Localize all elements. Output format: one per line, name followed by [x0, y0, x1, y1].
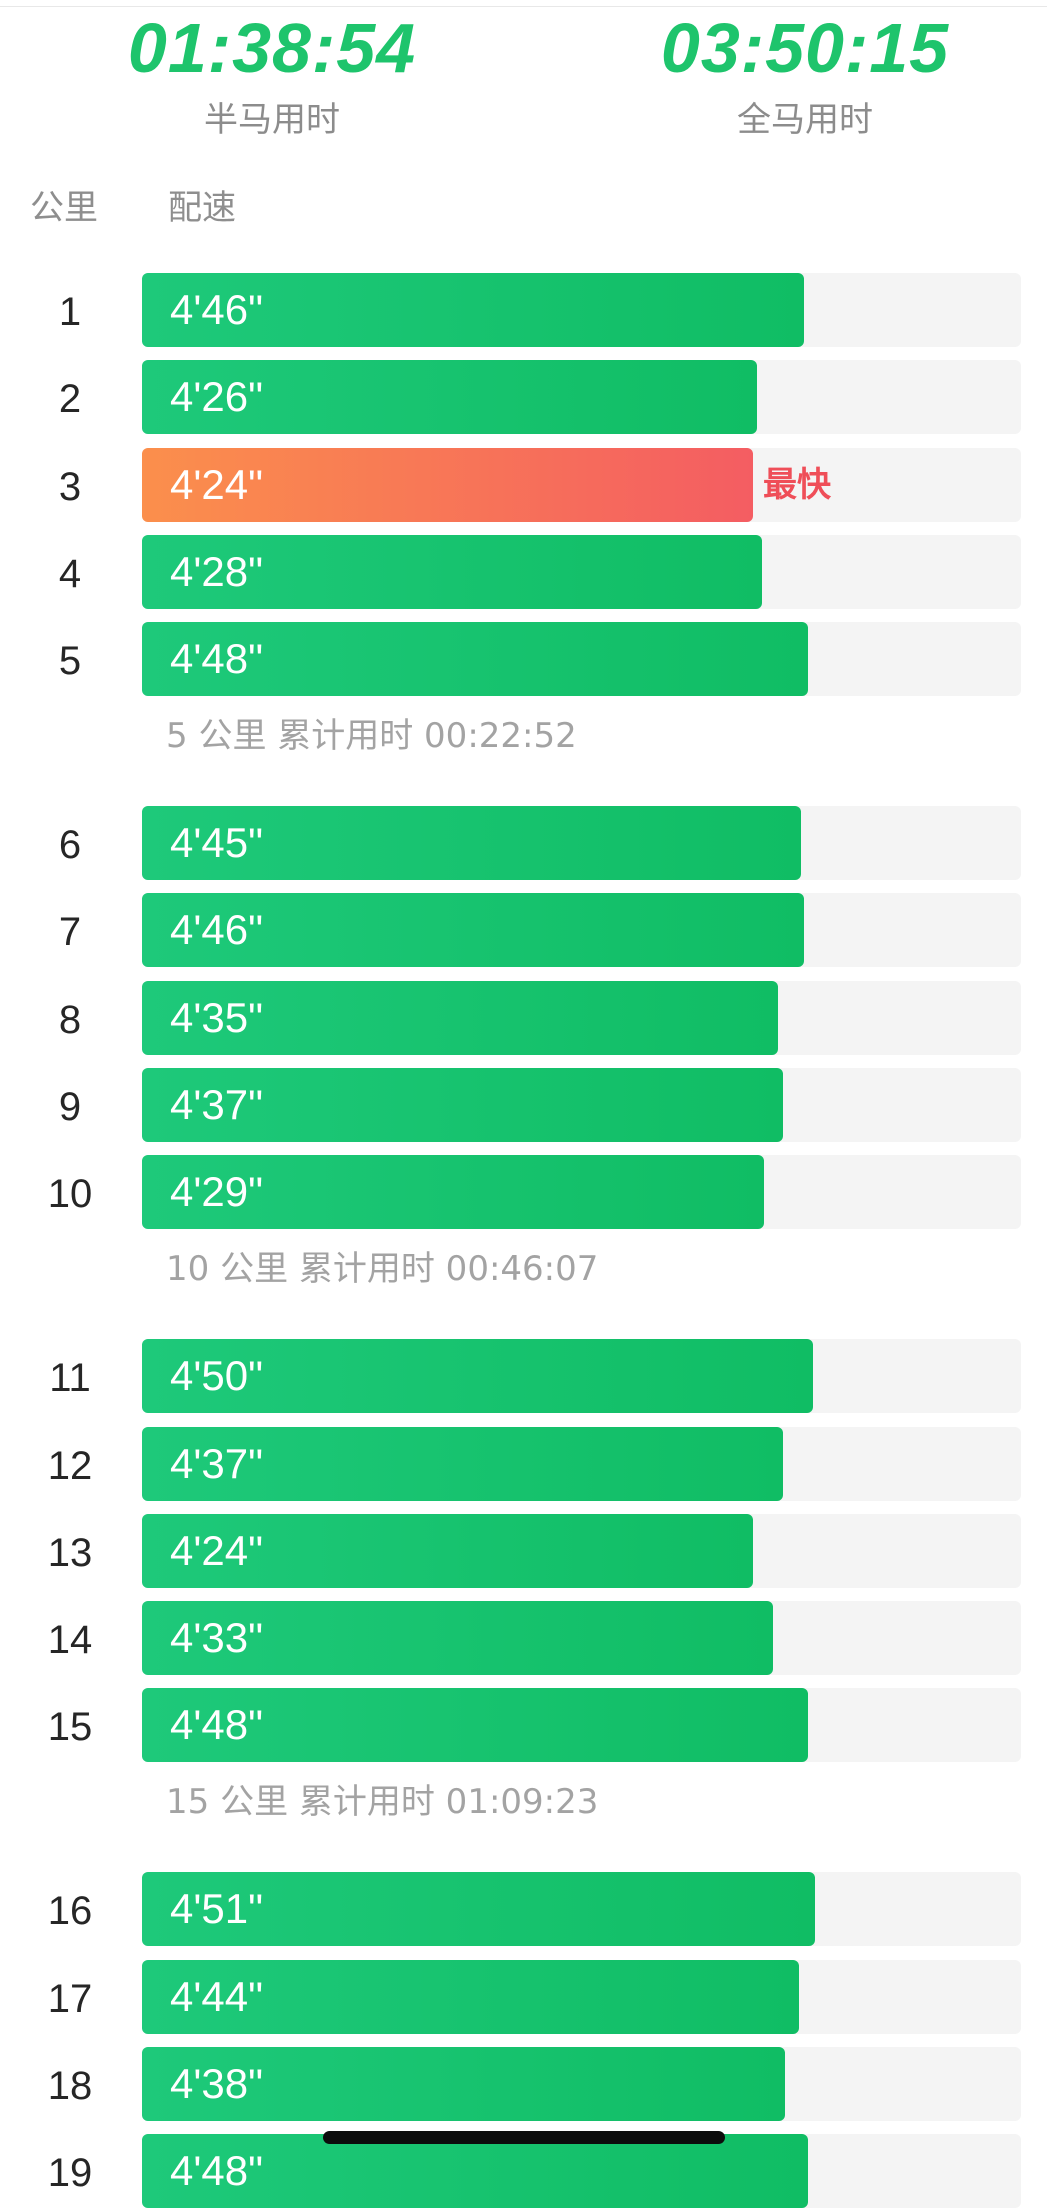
pace-bar-track: 4'51"	[142, 1872, 1021, 1947]
pace-value: 4'46"	[170, 286, 264, 333]
km-number: 4	[58, 551, 82, 596]
pace-value: 4'37"	[170, 1439, 264, 1487]
full-marathon-stat: 03:50:15 全马用时	[595, 8, 1015, 142]
pace-bar-track: 4'24"	[142, 1513, 1021, 1588]
pace-bar-track: 4'48"	[142, 1688, 1021, 1763]
pace-value: 4'29"	[170, 1168, 264, 1216]
pace-value: 4'35"	[170, 993, 264, 1041]
cumulative-time-summary: 15 公里 累计用时 01:09:23	[166, 1781, 599, 1822]
km-number: 15	[47, 1705, 93, 1750]
pace-bar: 4'24"	[142, 1513, 753, 1588]
pace-bar: 4'51"	[142, 1872, 815, 1947]
km-number: 8	[58, 997, 82, 1042]
pace-bar: 4'28"	[142, 534, 762, 609]
cumulative-time-summary: 5 公里 累计用时 00:22:52	[166, 715, 577, 756]
pace-value: 4'44"	[170, 1972, 264, 2020]
pace-bar: 4'48"	[142, 622, 808, 697]
km-number: 5	[58, 639, 82, 684]
pace-bar-track: 4'37"	[142, 1426, 1021, 1501]
pace-value: 4'33"	[170, 1614, 264, 1662]
pace-bar: 4'37"	[142, 1068, 783, 1142]
pace-bar: 4'37"	[142, 1426, 783, 1501]
km-column-header: 公里	[30, 188, 98, 228]
km-number: 11	[49, 1356, 91, 1401]
pace-bar-track: 4'33"	[142, 1601, 1021, 1676]
pace-value: 4'45"	[170, 819, 264, 867]
pace-value: 4'46"	[170, 906, 264, 954]
pace-bar: 4'44"	[142, 1959, 799, 2034]
pace-bar: 4'29"	[142, 1155, 764, 1230]
pace-bar-track: 4'45"	[142, 806, 1021, 881]
pace-bar-track: 4'29"	[142, 1155, 1021, 1230]
half-marathon-stat: 01:38:54 半马用时	[62, 8, 482, 142]
half-marathon-label: 半马用时	[204, 100, 340, 140]
pace-bar-track: 4'46"	[142, 273, 1021, 347]
pace-bar: 4'45"	[142, 806, 801, 881]
pace-bar: 4'50"	[142, 1339, 813, 1414]
pace-bar: 4'38"	[142, 2046, 785, 2121]
pace-bar: 4'46"	[142, 893, 804, 968]
pace-bar: 4'33"	[142, 1601, 773, 1676]
pace-column-header: 配速	[168, 188, 236, 228]
km-number: 7	[58, 910, 82, 955]
km-number: 16	[47, 1889, 93, 1934]
pace-value: 4'28"	[170, 547, 264, 595]
top-divider	[0, 6, 1047, 7]
km-number: 6	[58, 823, 82, 868]
pace-bar-track: 4'38"	[142, 2046, 1021, 2121]
pace-bar-track: 4'48"	[142, 2134, 1021, 2209]
pace-bar-track: 4'50"	[142, 1339, 1021, 1414]
km-number: 19	[47, 2151, 93, 2196]
pace-value: 4'51"	[170, 1885, 264, 1933]
pace-value: 4'48"	[170, 2147, 264, 2195]
km-number: 10	[47, 1172, 93, 1217]
fastest-pace-bar: 4'24"	[142, 447, 753, 522]
cumulative-time-summary: 10 公里 累计用时 00:46:07	[166, 1248, 599, 1289]
pace-bar-track: 4'44"	[142, 1959, 1021, 2034]
full-marathon-time: 03:50:15	[660, 9, 950, 87]
pace-value: 4'38"	[170, 2059, 264, 2107]
home-indicator[interactable]	[323, 2131, 725, 2144]
pace-bar-track: 4'24" 最快	[142, 447, 1021, 522]
km-number: 2	[58, 377, 82, 422]
pace-bar-track: 4'28"	[142, 534, 1021, 609]
km-number: 3	[58, 464, 82, 509]
km-number: 18	[47, 2063, 93, 2108]
pace-value: 4'50"	[170, 1352, 264, 1400]
pace-bar: 4'46"	[142, 273, 804, 347]
pace-value: 4'48"	[170, 1701, 264, 1749]
pace-value: 4'37"	[170, 1081, 264, 1128]
fastest-badge: 最快	[763, 464, 831, 505]
half-marathon-time: 01:38:54	[127, 9, 417, 87]
km-number: 9	[58, 1085, 82, 1129]
km-number: 14	[47, 1618, 93, 1663]
km-number: 13	[47, 1530, 93, 1575]
full-marathon-label: 全马用时	[737, 100, 873, 140]
pace-bar-track: 4'48"	[142, 622, 1021, 697]
pace-bar-track: 4'26"	[142, 360, 1021, 435]
pace-bar: 4'26"	[142, 360, 757, 435]
pace-bar-track: 4'37"	[142, 1068, 1021, 1142]
pace-bar: 4'35"	[142, 980, 778, 1055]
km-number: 12	[47, 1443, 93, 1488]
km-number: 1	[58, 290, 82, 334]
pace-bar: 4'48"	[142, 2134, 808, 2209]
pace-bar-track: 4'35"	[142, 980, 1021, 1055]
pace-value: 4'24"	[170, 460, 264, 508]
km-number: 17	[47, 1976, 93, 2021]
pace-bar-track: 4'46"	[142, 893, 1021, 968]
pace-value: 4'48"	[170, 635, 264, 683]
pace-value: 4'26"	[170, 373, 264, 421]
pace-value: 4'24"	[170, 1526, 264, 1574]
pace-bar: 4'48"	[142, 1688, 808, 1763]
